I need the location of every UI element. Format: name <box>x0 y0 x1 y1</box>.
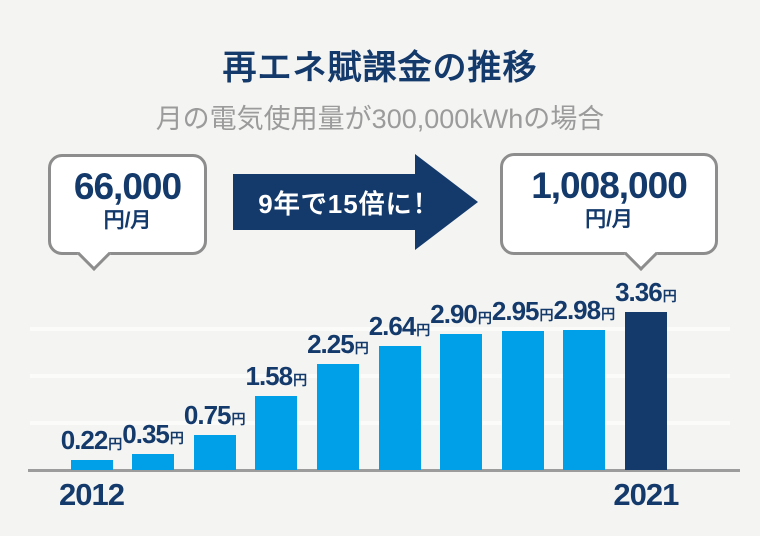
bar-value-number: 0.22 <box>60 424 109 455</box>
bar-value-unit: 円 <box>354 340 369 357</box>
arrow-right-icon <box>233 154 478 250</box>
bar <box>193 434 236 470</box>
end-value-bubble: 1,008,000 円/月 <box>500 153 718 271</box>
bar-value-unit: 円 <box>601 305 616 322</box>
bar-value-label: 0.22円 <box>61 427 123 453</box>
bar-value-number: 0.75 <box>183 399 232 430</box>
x-axis-tick-label: 2021 <box>613 477 679 512</box>
bar-value-label: 2.90円 <box>430 301 492 327</box>
bar-value-unit: 円 <box>293 371 308 388</box>
gridline <box>30 327 730 331</box>
x-axis-tick-label: 2012 <box>59 477 125 512</box>
end-value: 1,008,000 <box>531 165 688 206</box>
end-unit: 円/月 <box>585 207 633 231</box>
bar-value-number: 2.64 <box>368 310 417 341</box>
bar <box>316 364 359 470</box>
bar <box>501 331 544 470</box>
bar-value-number: 0.35 <box>122 418 170 449</box>
bar-value-number: 2.98 <box>553 294 601 325</box>
bubble-tail-down-icon <box>624 237 658 271</box>
bar-value-number: 3.36 <box>615 277 663 308</box>
bar-value-number: 2.90 <box>430 298 478 329</box>
bar-value-label: 2.98円 <box>553 297 615 323</box>
bar <box>624 312 667 470</box>
bar-value-number: 1.58 <box>245 360 293 391</box>
page-title: 再エネ賦課金の推移 <box>222 49 538 87</box>
bar <box>378 345 421 470</box>
arrow-label: 9年で15倍に！ <box>258 188 440 219</box>
bar-value-label: 2.25円 <box>307 331 369 357</box>
bar-value-label: 2.64円 <box>369 313 431 339</box>
page-subtitle: 月の電気使用量が300,000kWhの場合 <box>155 104 605 134</box>
bar-value-unit: 円 <box>231 410 246 427</box>
bar-value-unit: 円 <box>416 321 431 338</box>
bar-value-unit: 円 <box>662 288 677 305</box>
bar <box>70 459 113 470</box>
bar-value-unit: 円 <box>477 309 492 326</box>
bar-value-label: 0.35円 <box>122 421 184 447</box>
start-value: 66,000 <box>73 166 182 207</box>
bar-value-label: 3.36円 <box>615 279 677 305</box>
start-unit: 円/月 <box>103 208 152 232</box>
bar-value-number: 2.95 <box>491 296 540 327</box>
bar-value-unit: 円 <box>539 307 554 324</box>
bar-value-label: 2.95円 <box>492 298 554 324</box>
bar-value-label: 0.75円 <box>184 402 246 428</box>
x-axis-line <box>28 469 740 472</box>
bar-value-unit: 円 <box>169 429 184 446</box>
bubble-tail-down-icon <box>77 237 111 271</box>
start-value-bubble: 66,000 円/月 <box>48 154 207 271</box>
bar-value-number: 2.25 <box>307 329 355 360</box>
bar <box>440 333 483 470</box>
bar <box>563 329 606 470</box>
bar <box>132 453 175 470</box>
plot-area: 0.22円 0.35円 0.75円 1.58円 2.25円 2.64円 2.90円 2.95円… <box>28 279 740 512</box>
bar-value-unit: 円 <box>108 435 123 452</box>
bar-value-label: 1.58円 <box>245 363 307 389</box>
bar <box>255 395 298 470</box>
